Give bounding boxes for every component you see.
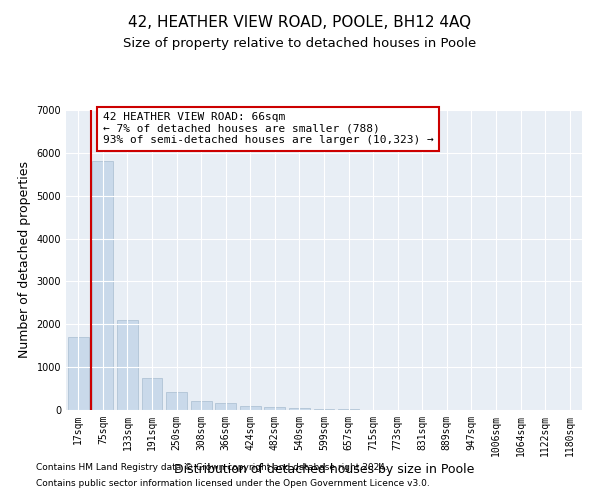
- Text: Size of property relative to detached houses in Poole: Size of property relative to detached ho…: [124, 38, 476, 51]
- Bar: [166, 392, 187, 410]
- Bar: [68, 337, 89, 410]
- Bar: [240, 406, 261, 410]
- Text: Contains HM Land Registry data © Crown copyright and database right 2024.: Contains HM Land Registry data © Crown c…: [36, 464, 388, 472]
- Text: 42 HEATHER VIEW ROAD: 66sqm
← 7% of detached houses are smaller (788)
93% of sem: 42 HEATHER VIEW ROAD: 66sqm ← 7% of deta…: [103, 112, 434, 146]
- Bar: [314, 408, 334, 410]
- Y-axis label: Number of detached properties: Number of detached properties: [18, 162, 31, 358]
- Bar: [215, 403, 236, 410]
- Bar: [289, 408, 310, 410]
- Bar: [117, 320, 138, 410]
- Bar: [142, 378, 163, 410]
- Bar: [191, 400, 212, 410]
- Bar: [265, 407, 286, 410]
- Text: 42, HEATHER VIEW ROAD, POOLE, BH12 4AQ: 42, HEATHER VIEW ROAD, POOLE, BH12 4AQ: [128, 15, 472, 30]
- Text: Contains public sector information licensed under the Open Government Licence v3: Contains public sector information licen…: [36, 478, 430, 488]
- Bar: [92, 162, 113, 410]
- Bar: [338, 409, 359, 410]
- X-axis label: Distribution of detached houses by size in Poole: Distribution of detached houses by size …: [174, 463, 474, 476]
